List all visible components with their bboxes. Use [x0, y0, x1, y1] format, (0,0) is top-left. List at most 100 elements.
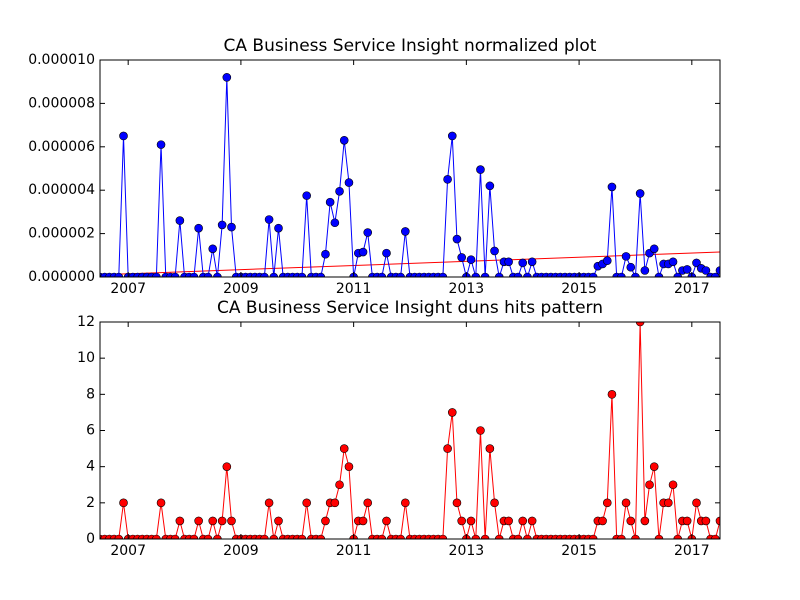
y-tick-label: 0.000010	[28, 52, 95, 68]
data-point	[363, 228, 373, 237]
data-point	[485, 444, 495, 453]
data-point	[480, 534, 490, 539]
data-point	[401, 227, 410, 236]
data-point	[339, 135, 349, 145]
data-point	[527, 516, 537, 526]
data-point	[457, 253, 466, 262]
data-point	[692, 498, 701, 508]
data-point	[452, 498, 462, 508]
data-point	[504, 257, 513, 267]
data-point	[156, 498, 166, 508]
x-tick-label: 2015	[561, 281, 597, 297]
data-point	[203, 272, 213, 277]
data-point	[217, 516, 227, 526]
data-point	[114, 272, 124, 277]
plot-area	[100, 73, 720, 277]
data-point	[269, 534, 279, 539]
axes: CA Business Service Insight duns hits pa…	[77, 298, 721, 559]
data-point	[222, 73, 232, 82]
data-point	[175, 216, 185, 225]
data-point	[297, 272, 307, 277]
y-tick-label: 0.000002	[28, 226, 95, 242]
data-point	[264, 498, 274, 508]
data-point	[443, 444, 452, 453]
data-point	[626, 516, 636, 526]
data-point	[635, 189, 645, 198]
data-point	[494, 534, 504, 539]
plot-area	[100, 322, 720, 539]
x-tick-label: 2009	[223, 543, 259, 559]
data-point	[396, 272, 405, 277]
x-tick-label: 2007	[110, 543, 146, 559]
data-point	[692, 258, 701, 268]
data-point	[523, 272, 532, 277]
data-point	[480, 272, 490, 277]
data-point	[701, 516, 711, 526]
data-point	[485, 181, 495, 191]
data-point	[476, 426, 485, 435]
x-tick-label: 2013	[449, 281, 485, 297]
data-point	[518, 516, 528, 526]
data-point	[640, 516, 650, 526]
data-point	[274, 223, 283, 233]
data-point	[203, 534, 213, 539]
data-point	[701, 266, 711, 275]
data-point	[382, 516, 391, 526]
data-point	[358, 516, 368, 526]
data-point	[626, 262, 636, 272]
data-point	[588, 534, 598, 539]
data-point	[513, 534, 523, 539]
data-point	[344, 462, 354, 471]
data-point	[654, 272, 664, 277]
data-point	[649, 462, 659, 471]
x-tick-label: 2015	[561, 543, 597, 559]
data-point	[682, 516, 692, 526]
data-point	[114, 534, 124, 539]
data-point	[302, 498, 311, 508]
y-tick-label: 0	[86, 531, 95, 547]
x-tick-label: 2011	[336, 543, 372, 559]
y-tick-label: 12	[77, 314, 95, 330]
y-tick-label: 2	[86, 495, 95, 511]
x-tick-label: 2009	[223, 281, 259, 297]
data-point	[447, 408, 457, 417]
data-point	[490, 498, 499, 508]
data-point	[297, 534, 307, 539]
data-point	[668, 257, 678, 267]
x-tick-label: 2017	[674, 543, 710, 559]
data-point	[152, 534, 161, 539]
data-point	[260, 534, 269, 539]
data-point	[156, 140, 166, 149]
data-point	[302, 191, 311, 200]
data-point	[335, 480, 344, 490]
data-point	[227, 222, 236, 232]
data-point	[222, 462, 232, 471]
data-point	[363, 498, 373, 508]
series-line	[100, 77, 720, 277]
data-point	[645, 480, 654, 490]
data-point	[631, 272, 640, 277]
data-point	[396, 534, 405, 539]
data-point	[274, 516, 283, 526]
data-point	[452, 234, 462, 244]
data-point	[649, 244, 659, 254]
data-point	[401, 498, 410, 508]
data-point	[325, 197, 335, 207]
data-point	[598, 516, 607, 526]
data-point	[213, 534, 222, 539]
data-point	[523, 534, 532, 539]
data-point	[654, 534, 664, 539]
data-point	[494, 272, 504, 277]
data-point	[631, 534, 640, 539]
data-point	[602, 498, 612, 508]
data-point	[682, 265, 692, 274]
data-point	[208, 244, 218, 254]
data-point	[607, 182, 617, 192]
chart-title: CA Business Service Insight normalized p…	[224, 36, 597, 56]
y-tick-label: 4	[86, 459, 95, 475]
y-tick-label: 0.000008	[28, 95, 95, 111]
data-point	[607, 390, 617, 399]
data-point	[527, 257, 537, 267]
